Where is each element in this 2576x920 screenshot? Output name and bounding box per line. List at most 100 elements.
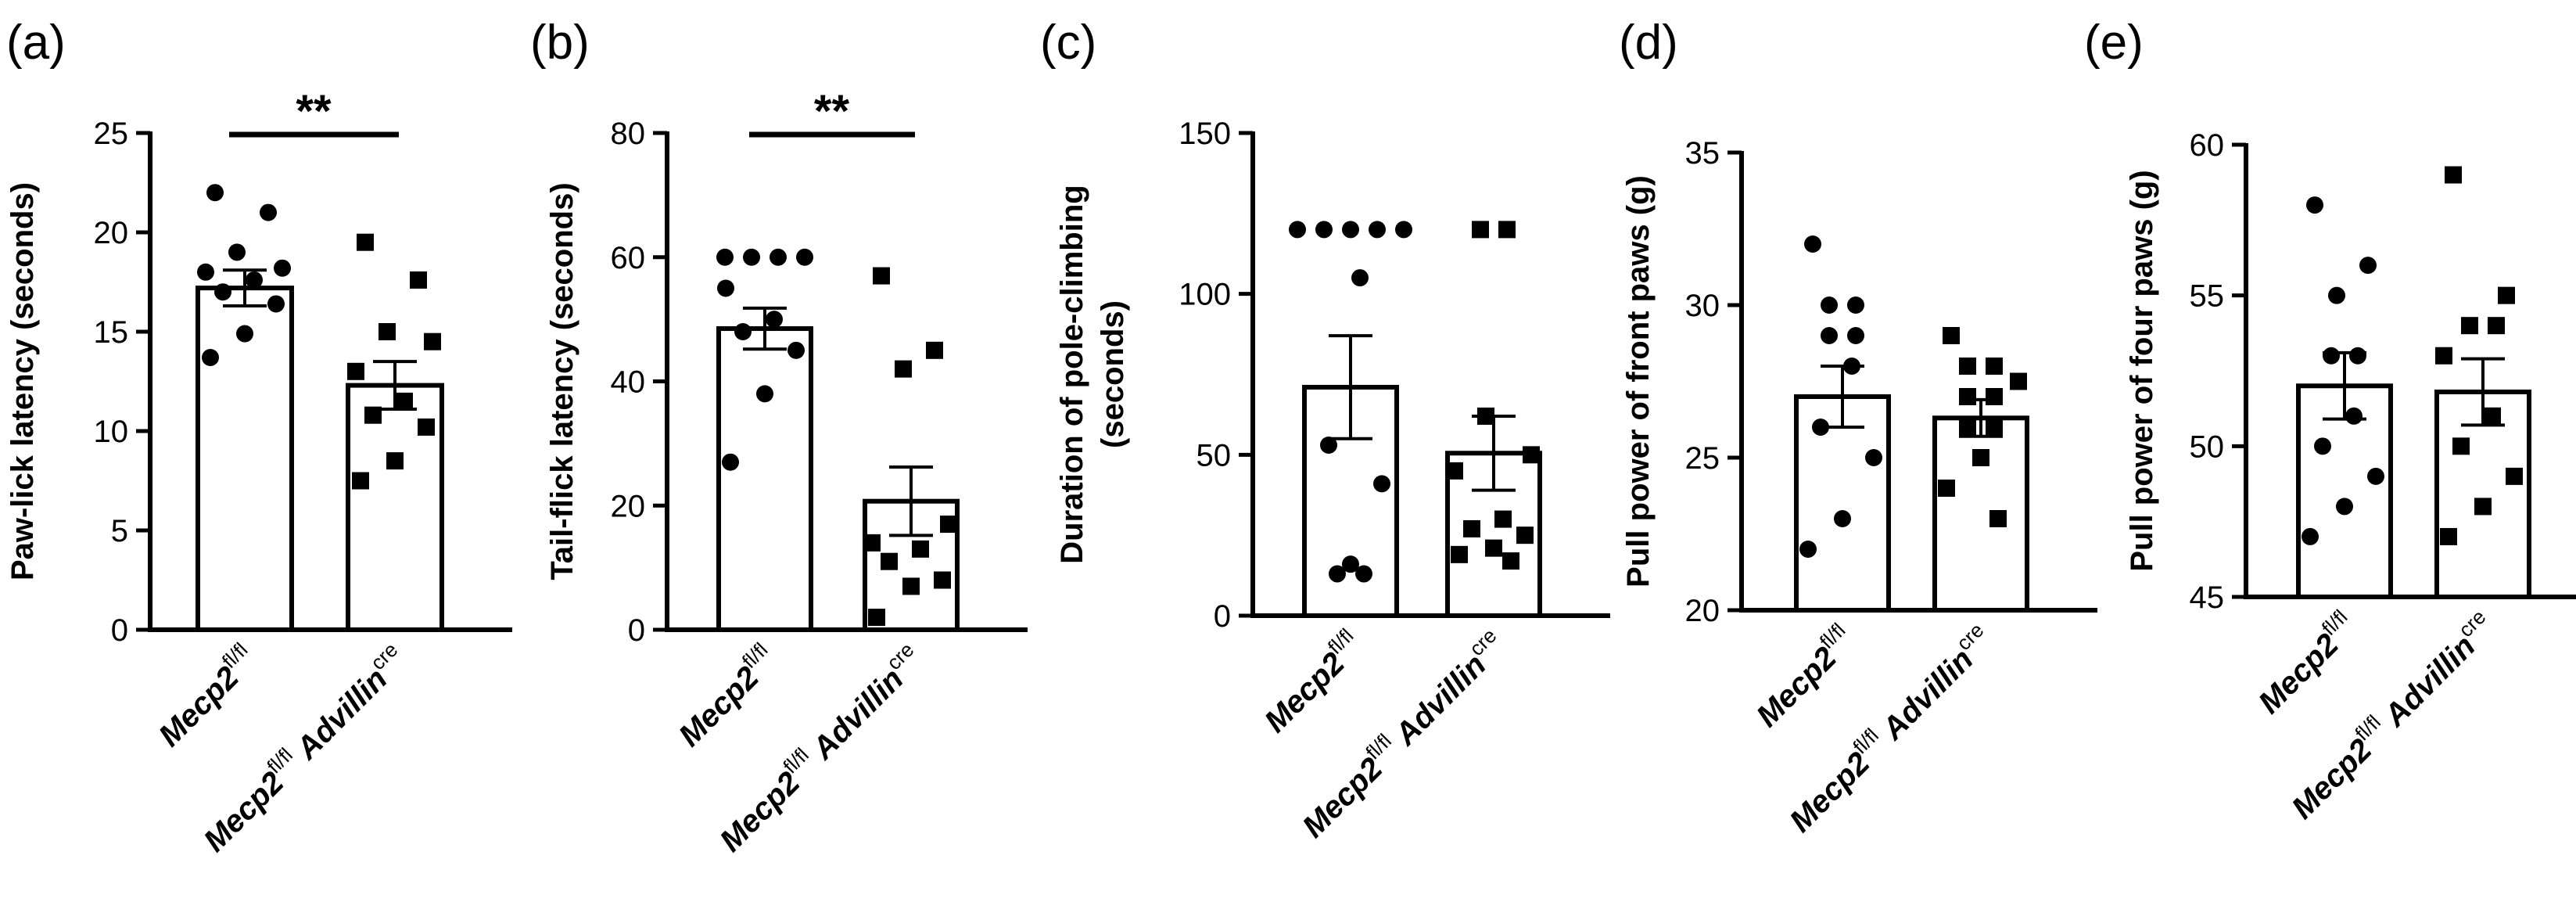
y-tick-label: 25 xyxy=(1685,441,1720,476)
data-point xyxy=(934,571,951,589)
data-point xyxy=(873,267,890,285)
data-point xyxy=(1959,388,1976,405)
data-point xyxy=(2359,257,2377,275)
data-point xyxy=(418,418,435,436)
x-tick-label: Mecp2fl/fl xyxy=(149,638,264,753)
data-point xyxy=(352,472,369,490)
bar xyxy=(716,326,813,632)
data-point xyxy=(902,577,920,595)
label-gene: Mecp2 xyxy=(152,660,246,753)
data-point xyxy=(796,248,813,266)
data-point xyxy=(2474,498,2492,516)
data-point xyxy=(1986,388,2003,405)
data-point xyxy=(410,271,427,289)
y-tick-label: 0 xyxy=(111,613,128,648)
y-tick-label: 45 xyxy=(2190,580,2225,615)
data-point xyxy=(1843,358,1860,375)
data-point xyxy=(717,279,734,297)
data-point xyxy=(386,452,404,470)
y-tick-label: 5 xyxy=(111,514,128,548)
data-point xyxy=(347,362,364,380)
label-gene: Mecp2 xyxy=(713,765,806,858)
label-gene2: Advillin xyxy=(1871,642,1980,752)
y-tick-label: 0 xyxy=(1214,599,1231,634)
data-point xyxy=(766,311,783,329)
data-point xyxy=(743,248,760,266)
data-point xyxy=(1446,462,1463,480)
data-point xyxy=(716,248,734,266)
data-point xyxy=(926,341,943,359)
data-point xyxy=(756,385,773,403)
y-axis-label: Paw-lick latency (seconds) xyxy=(5,182,40,580)
y-axis-label: Tail-flick latency (seconds) xyxy=(545,182,579,580)
data-point xyxy=(364,406,382,424)
data-point xyxy=(2461,317,2478,335)
data-point xyxy=(1523,446,1540,464)
data-point xyxy=(2306,196,2323,214)
data-point xyxy=(2498,286,2515,304)
label-gene: Mecp2 xyxy=(673,660,766,753)
data-point xyxy=(895,360,912,378)
data-point xyxy=(2445,166,2462,184)
data-point xyxy=(1989,510,2007,527)
data-point xyxy=(1986,358,2003,375)
data-point xyxy=(1320,436,1337,454)
data-point xyxy=(396,392,413,410)
label-gene: Mecp2 xyxy=(197,765,290,858)
label-gene: Mecp2 xyxy=(1258,646,1351,739)
data-point xyxy=(1451,545,1468,563)
y-tick-label: 25 xyxy=(94,117,129,151)
label-gene2: Advillin xyxy=(801,662,910,771)
data-point xyxy=(1959,419,1976,436)
data-point xyxy=(881,552,898,570)
x-tick-label: Mecp2fl/fl xyxy=(2248,605,2364,721)
data-point xyxy=(2452,437,2470,455)
data-point xyxy=(260,203,277,221)
y-tick-label: 60 xyxy=(2190,128,2225,163)
y-tick-label: 60 xyxy=(611,241,646,275)
data-point xyxy=(1315,221,1333,239)
data-point xyxy=(734,323,752,340)
significance-label: ** xyxy=(814,86,850,137)
data-point xyxy=(1865,449,1882,466)
data-point xyxy=(197,263,214,281)
data-point xyxy=(1502,552,1519,570)
data-point xyxy=(2323,347,2340,365)
bar xyxy=(196,286,294,632)
y-tick-label: 40 xyxy=(611,365,646,400)
panel-d: (d) Pull power of front paws (g) 20 25 30 35 M… xyxy=(1619,16,2097,839)
data-point xyxy=(2440,527,2457,545)
data-point xyxy=(236,325,253,343)
data-point xyxy=(1799,541,1817,558)
data-point xyxy=(206,184,224,202)
data-point xyxy=(2349,347,2366,365)
data-point xyxy=(1972,449,1989,466)
data-point xyxy=(1959,358,1976,375)
panel-letter: (e) xyxy=(2084,16,2144,70)
data-point xyxy=(1329,565,1346,583)
data-point xyxy=(228,243,246,261)
data-point xyxy=(1395,221,1412,239)
panel-a: (a) Paw-lick latency (seconds) 0 5 10 15 20 25 M… xyxy=(5,16,512,858)
panel-e: (e) Pull power of four paws (g) 45 50 55 60 Me… xyxy=(2084,16,2576,825)
panel-letter: (b) xyxy=(530,16,590,70)
data-point xyxy=(1477,407,1494,425)
data-point xyxy=(1494,510,1512,528)
y-tick-label: 80 xyxy=(611,117,646,151)
data-point xyxy=(274,259,291,277)
label-gene: Mecp2 xyxy=(1783,746,1876,839)
panel-letter: (d) xyxy=(1619,16,1678,70)
panel-c: (c) Duration of pole-climbing (seconds) 0 50… xyxy=(1040,16,1610,844)
data-point xyxy=(379,323,396,340)
label-gene: Mecp2 xyxy=(2252,627,2345,721)
data-point xyxy=(1485,539,1502,557)
data-point xyxy=(868,609,885,627)
panel-letter: (a) xyxy=(6,16,66,70)
data-point xyxy=(1847,327,1864,344)
y-tick-label: 150 xyxy=(1179,117,1231,151)
y-axis-label: Duration of pole-climbing xyxy=(1055,185,1089,563)
x-tick-label: Mecp2fl/fl xyxy=(669,638,784,753)
data-point xyxy=(202,349,219,367)
data-point xyxy=(1812,419,1829,436)
